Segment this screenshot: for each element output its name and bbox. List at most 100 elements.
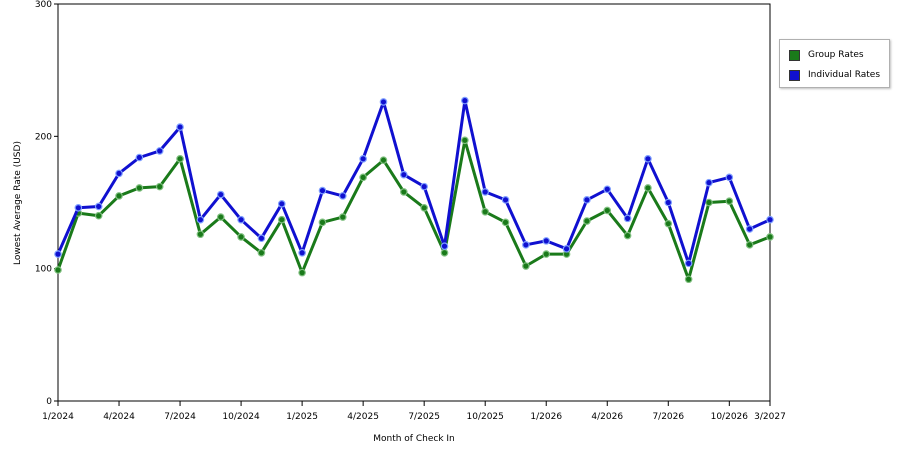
data-point-individual-rates [664, 198, 673, 207]
data-point-individual-rates [644, 155, 652, 163]
data-point-individual-rates [623, 214, 632, 223]
data-point-group-rates [644, 184, 652, 192]
data-point-individual-rates [522, 241, 530, 249]
series-line-individual-rates [56, 99, 771, 265]
data-point-individual-rates [725, 173, 734, 182]
y-tick-label: 0 [46, 397, 52, 407]
data-point-group-rates [522, 262, 530, 270]
data-point-individual-rates [135, 153, 144, 162]
data-point-individual-rates [155, 147, 164, 155]
data-point-group-rates [359, 173, 367, 182]
data-point-group-rates [379, 156, 388, 164]
data-point-group-rates [420, 203, 428, 212]
data-point-group-rates [583, 217, 591, 225]
x-tick-label: 1/2024 [42, 412, 74, 422]
x-tick-label: 1/2026 [530, 412, 562, 422]
x-tick-label: 4/2024 [103, 412, 135, 422]
data-point-individual-rates [115, 169, 123, 178]
series-layer [54, 96, 774, 284]
y-tick-label: 300 [35, 0, 52, 10]
data-point-individual-rates [684, 259, 693, 268]
x-tick-label: 1/2025 [286, 412, 318, 422]
x-tick-label: 7/2025 [408, 412, 440, 422]
data-point-group-rates [196, 230, 205, 239]
data-point-group-rates [216, 213, 225, 221]
data-point-individual-rates [420, 182, 428, 191]
x-tick-label: 7/2026 [652, 412, 684, 422]
data-point-individual-rates [176, 123, 184, 131]
data-point-group-rates [318, 218, 327, 227]
data-point-individual-rates [603, 185, 612, 194]
y-tick-label: 200 [35, 132, 52, 142]
data-point-group-rates [176, 155, 184, 163]
data-point-group-rates [461, 136, 469, 145]
plot-area [57, 3, 771, 402]
data-point-individual-rates [298, 248, 306, 257]
data-point-group-rates [257, 248, 266, 257]
x-axis-title: Month of Check In [373, 434, 455, 444]
data-point-group-rates [745, 241, 754, 249]
data-point-group-rates [135, 184, 144, 192]
data-point-individual-rates [216, 190, 225, 199]
data-point-individual-rates [237, 215, 245, 224]
data-point-individual-rates [74, 203, 83, 212]
data-point-group-rates [94, 211, 103, 220]
data-point-group-rates [115, 192, 123, 200]
legend-swatch-group-rates [789, 49, 800, 61]
data-point-individual-rates [318, 186, 327, 195]
data-point-group-rates [603, 206, 612, 215]
data-point-individual-rates [379, 98, 388, 106]
data-point-group-rates [766, 233, 774, 241]
data-point-individual-rates [705, 178, 713, 187]
legend-item-individual-rates: Individual Rates [789, 68, 880, 82]
data-point-group-rates [623, 231, 632, 240]
data-point-individual-rates [766, 215, 774, 224]
data-point-individual-rates [562, 245, 571, 253]
data-point-group-rates [684, 275, 693, 284]
x-tick-label: 4/2025 [347, 412, 379, 422]
legend-item-group-rates: Group Rates [789, 48, 864, 62]
data-point-group-rates [400, 188, 408, 196]
legend: Group Rates Individual Rates [779, 39, 890, 88]
x-tick-label: 10/2024 [222, 412, 260, 422]
legend-swatch-individual-rates [789, 69, 800, 81]
data-point-individual-rates [359, 155, 367, 163]
data-point-individual-rates [583, 196, 591, 204]
data-point-group-rates [440, 248, 449, 257]
data-point-individual-rates [338, 192, 347, 200]
data-point-individual-rates [400, 170, 408, 179]
data-point-individual-rates [481, 188, 490, 196]
data-point-group-rates [298, 268, 306, 277]
data-point-individual-rates [277, 200, 286, 208]
x-tick-label: 7/2024 [164, 412, 196, 422]
data-point-group-rates [481, 207, 490, 216]
data-point-group-rates [338, 213, 347, 221]
legend-label-individual-rates: Individual Rates [808, 70, 881, 80]
data-point-group-rates [705, 198, 713, 207]
data-point-individual-rates [196, 215, 205, 224]
data-point-group-rates [542, 250, 551, 258]
x-tick-label: 3/2027 [754, 412, 786, 422]
data-point-group-rates [725, 197, 734, 205]
data-point-group-rates [664, 219, 673, 228]
data-point-group-rates [277, 215, 286, 224]
data-point-group-rates [237, 233, 245, 241]
data-point-individual-rates [440, 242, 449, 250]
data-point-individual-rates [501, 196, 510, 204]
series-line-group-rates [56, 138, 771, 281]
data-point-group-rates [54, 266, 62, 274]
data-point-individual-rates [54, 250, 62, 258]
data-point-individual-rates [745, 225, 754, 233]
x-tick-label: 10/2026 [711, 412, 749, 422]
legend-label-group-rates: Group Rates [808, 50, 864, 60]
data-point-individual-rates [461, 96, 469, 105]
axes: 0 100 200 300 1/2024 4/2024 7/2024 10/2024 1/202… [35, 0, 786, 422]
data-point-group-rates [501, 218, 510, 227]
data-point-individual-rates [94, 202, 103, 211]
x-tick-label: 10/2025 [467, 412, 504, 422]
y-axis-title: Lowest Average Rate (USD) [13, 141, 23, 265]
data-point-individual-rates [257, 234, 266, 243]
x-tick-label: 4/2026 [591, 412, 623, 422]
